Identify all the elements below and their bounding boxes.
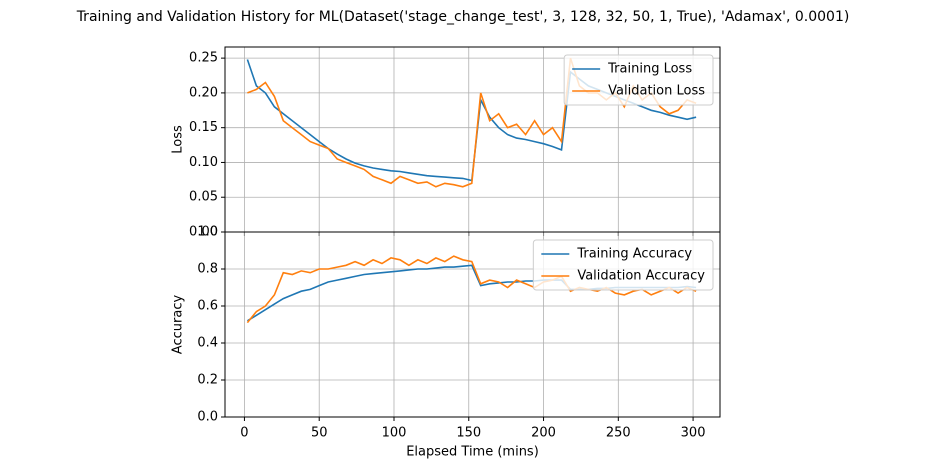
x-axis-label: Elapsed Time (mins) bbox=[406, 445, 539, 460]
legend-label: Validation Loss bbox=[608, 84, 705, 99]
axes-frame bbox=[224, 231, 721, 418]
x-tick-label: 250 bbox=[606, 426, 631, 441]
legend-box bbox=[563, 54, 714, 106]
chart-title: Training and Validation History for ML(D… bbox=[76, 9, 850, 25]
y-tick-label: 0.4 bbox=[197, 336, 218, 351]
y-tick-label: 0.0 bbox=[197, 410, 218, 425]
y-tick-label: 0.15 bbox=[189, 120, 218, 135]
legend-label: Training Accuracy bbox=[576, 247, 692, 262]
y-tick-label: 0.8 bbox=[197, 262, 218, 277]
y-tick-label: 1.0 bbox=[197, 225, 218, 240]
x-tick-label: 0 bbox=[240, 426, 248, 441]
line-series bbox=[246, 255, 697, 324]
y-tick-label: 0.6 bbox=[197, 299, 218, 314]
y-tick-label: 0.10 bbox=[189, 155, 218, 170]
x-tick-label: 50 bbox=[311, 426, 328, 441]
legend: Training Loss Validation Loss bbox=[563, 54, 714, 106]
y-tick-label: 0.2 bbox=[197, 373, 218, 388]
x-tick-label: 150 bbox=[456, 426, 481, 441]
y-axis-label: Accuracy bbox=[171, 295, 186, 355]
y-tick-label: 0.00 bbox=[189, 225, 218, 240]
legend-label: Validation Accuracy bbox=[577, 269, 705, 284]
x-tick-label: 100 bbox=[382, 426, 407, 441]
legend-label: Training Loss bbox=[607, 62, 692, 77]
y-tick-label: 0.25 bbox=[189, 51, 218, 66]
y-tick-label: 0.20 bbox=[189, 85, 218, 100]
y-axis-label: Loss bbox=[171, 125, 186, 154]
legend: Training Accuracy Validation Accuracy bbox=[532, 239, 714, 291]
x-tick-label: 300 bbox=[681, 426, 706, 441]
y-tick-label: 0.05 bbox=[189, 190, 218, 205]
legend-box bbox=[532, 239, 714, 291]
x-tick-label: 200 bbox=[531, 426, 556, 441]
